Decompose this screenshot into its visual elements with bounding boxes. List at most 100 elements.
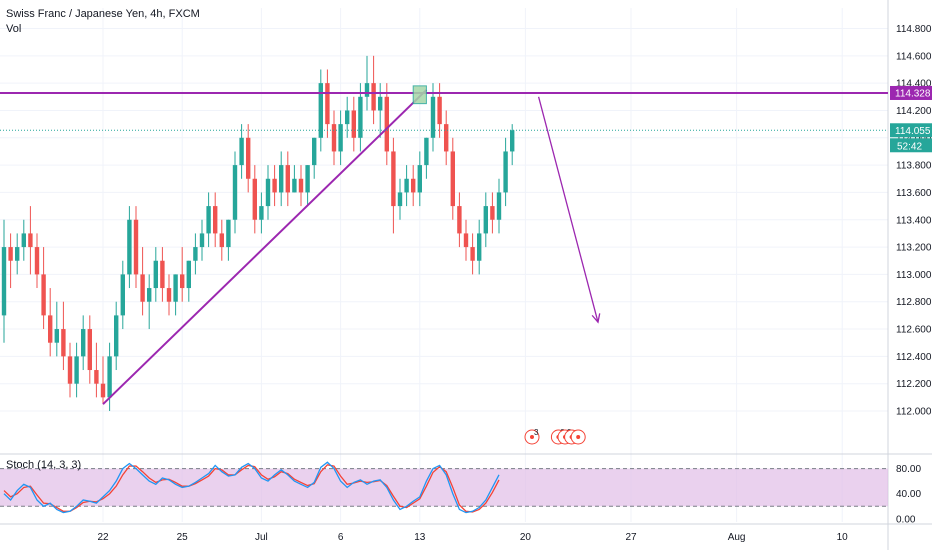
candle-body xyxy=(193,247,198,261)
volume-label: Vol xyxy=(6,23,22,35)
candle-body xyxy=(272,178,277,193)
candle-body xyxy=(180,274,185,289)
candle-body xyxy=(226,219,231,248)
time-tick-label: 25 xyxy=(177,532,189,543)
candle-body xyxy=(199,233,205,248)
price-tick-label: 114.600 xyxy=(896,51,932,62)
candle-body xyxy=(160,260,165,289)
candle-body xyxy=(325,83,330,125)
price-tick-label: 112.600 xyxy=(896,325,932,336)
price-tick-label: 114.800 xyxy=(896,24,932,35)
stoch-tick-label: 40.00 xyxy=(896,489,921,500)
price-tick-label: 114.200 xyxy=(896,106,932,117)
candle-body xyxy=(239,137,244,166)
candle-body xyxy=(147,288,152,302)
candle-body xyxy=(81,329,86,357)
price-tick-label: 114.400 xyxy=(896,79,932,90)
candle-body xyxy=(87,329,92,371)
time-tick-label: 6 xyxy=(338,532,344,543)
event-marker-dot xyxy=(576,435,581,439)
time-tick-label: 10 xyxy=(837,532,849,543)
price-tick-label: 112.800 xyxy=(896,297,932,308)
candle-body xyxy=(391,151,396,207)
candle-body xyxy=(94,370,99,384)
candle-body xyxy=(378,96,383,111)
candle-body xyxy=(298,178,304,193)
last-price-badge-bg xyxy=(890,123,932,138)
candle-body xyxy=(279,165,284,193)
resistance-price-badge: 114.328 xyxy=(895,88,931,99)
candle-body xyxy=(411,178,416,193)
candle-body xyxy=(384,96,389,152)
candle-body xyxy=(457,206,462,234)
stoch-label: Stoch (14, 3, 3) xyxy=(6,459,82,471)
price-tick-label: 113.000 xyxy=(896,270,932,281)
stoch-band xyxy=(0,468,888,507)
candle-body xyxy=(503,151,508,193)
price-tick-label: 113.600 xyxy=(896,188,932,199)
event-marker-dot xyxy=(530,435,534,439)
event-marker-label: 3 xyxy=(534,428,539,437)
candle-body xyxy=(100,383,106,398)
forecast-arrow-head xyxy=(591,313,601,324)
candle-body xyxy=(338,124,343,152)
resistance-price-badge-bg xyxy=(890,85,932,100)
candle-body xyxy=(345,110,350,125)
candle-body xyxy=(219,233,224,248)
candle-body xyxy=(114,315,119,357)
candle-body xyxy=(186,260,191,289)
symbol-title: Swiss Franc / Japanese Yen, 4h, FXCM xyxy=(6,8,200,20)
candle-body xyxy=(15,247,20,261)
time-tick-label: 22 xyxy=(97,532,109,543)
time-tick-label: Jul xyxy=(255,532,268,543)
candle-body xyxy=(477,233,482,261)
price-tick-label: 112.000 xyxy=(896,407,932,418)
countdown-badge: 52:42 xyxy=(897,141,922,152)
candle-body xyxy=(265,178,271,207)
candle-body xyxy=(371,83,376,111)
candle-body xyxy=(166,288,172,302)
trendline xyxy=(102,89,428,405)
candle-body xyxy=(305,165,310,193)
candle-body xyxy=(397,192,403,207)
candle-body xyxy=(318,83,323,138)
candle-body xyxy=(173,274,178,302)
candle-body xyxy=(206,206,211,234)
candle-body xyxy=(213,206,218,234)
stoch-tick-label: 0.00 xyxy=(896,514,916,525)
candle-body xyxy=(404,178,409,193)
candle-body xyxy=(67,356,73,384)
candle-body xyxy=(74,356,79,384)
candle-body xyxy=(285,165,290,193)
time-tick-label: Aug xyxy=(728,532,746,543)
candle-body xyxy=(358,96,363,138)
candle-body xyxy=(34,247,40,275)
stoch-k-line xyxy=(3,461,500,514)
candle-body xyxy=(510,130,515,152)
candle-body xyxy=(21,233,26,248)
price-tick-label: 113.400 xyxy=(896,215,932,226)
time-tick-label: 13 xyxy=(414,532,426,543)
price-tick-label: 112.200 xyxy=(896,379,932,390)
candle-body xyxy=(48,315,53,343)
candle-body xyxy=(133,219,139,275)
price-tick-label: 113.200 xyxy=(896,243,932,254)
price-tick-label: 113.800 xyxy=(896,161,932,172)
candle-body xyxy=(364,83,370,97)
candle-body xyxy=(490,206,495,220)
candle-body xyxy=(246,137,251,179)
candle-body xyxy=(463,233,469,248)
candle-body xyxy=(8,247,13,261)
candle-body xyxy=(232,165,238,220)
last-price-badge: 114.055 xyxy=(895,126,931,137)
candle-body xyxy=(61,329,66,357)
candle-body xyxy=(107,356,112,398)
candle-body xyxy=(351,110,356,138)
candle-body xyxy=(417,165,422,193)
candle-body xyxy=(483,206,488,234)
candle-body xyxy=(140,274,145,302)
forecast-arrow-line xyxy=(537,96,599,323)
candle-body xyxy=(450,151,455,207)
